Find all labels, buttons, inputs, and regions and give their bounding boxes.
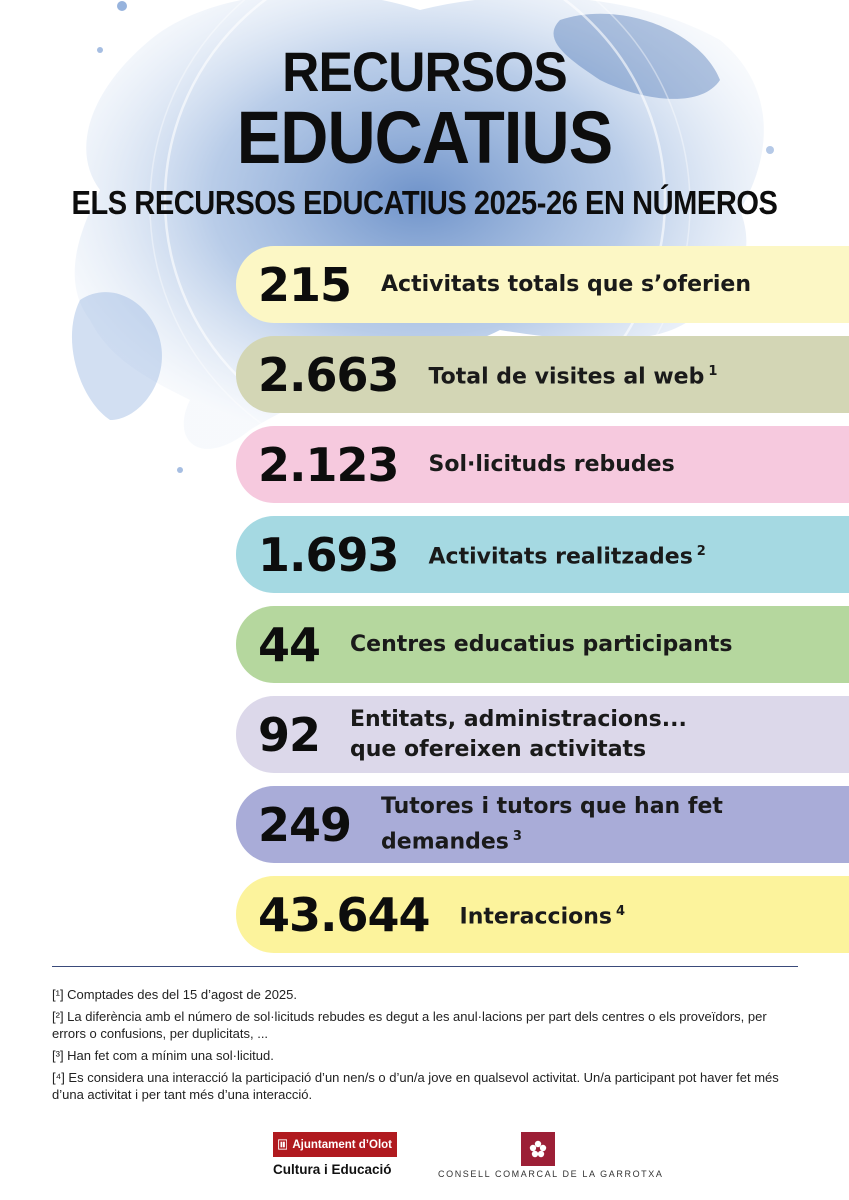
stat-number: 249 <box>258 797 352 852</box>
stat-label-line: Centres educatius participants <box>350 631 733 657</box>
footnote-4: [⁴] Es considera una interacció la parti… <box>52 1070 779 1102</box>
stat-bar: 44 Centres educatius participants <box>236 606 849 683</box>
olot-logo-box: Ajuntament d’Olot <box>273 1132 397 1157</box>
title-line-2: EDUCATIUS <box>236 96 613 179</box>
footnote-1: [¹] Comptades des del 15 d’agost de 2025… <box>52 987 297 1002</box>
subtitle: ELS RECURSOS EDUCATIUS 2025-26 EN NÚMERO… <box>71 184 778 221</box>
footnote-ref: 1 <box>708 363 718 379</box>
stat-label: Activitats totals que s’oferien <box>381 270 751 300</box>
stat-label: Sol·licituds rebudes <box>429 450 675 480</box>
title-line-1: RECURSOS <box>282 40 568 103</box>
flower-icon <box>529 1140 547 1158</box>
stat-bar: 43.644 Interaccions 4 <box>236 876 849 953</box>
stat-label: Tutores i tutors que han fet demandes 3 <box>381 792 723 857</box>
footnote-ref: 2 <box>696 543 706 559</box>
stat-label-line: Sol·licituds rebudes <box>428 451 675 477</box>
footnote-2: [²] La diferència amb el número de sol·l… <box>52 1009 767 1041</box>
stat-number: 2.663 <box>258 347 400 402</box>
stat-label-line: demandes <box>381 829 509 855</box>
footnote-divider <box>52 966 798 967</box>
stat-number: 1.693 <box>258 527 400 582</box>
olot-name: Ajuntament d’Olot <box>292 1138 392 1151</box>
stat-label: Interaccions 4 <box>460 897 626 932</box>
stat-label: Total de visites al web 1 <box>429 357 718 392</box>
stat-number: 44 <box>258 617 321 672</box>
stat-bar: 2.663 Total de visites al web 1 <box>236 336 849 413</box>
stat-label: Activitats realitzades 2 <box>429 537 706 572</box>
stat-bar: 215 Activitats totals que s’oferien <box>236 246 849 323</box>
stat-number: 215 <box>258 257 352 312</box>
logo-consell-garrotxa: CONSELL COMARCAL DE LA GARROTXA <box>438 1132 664 1179</box>
stat-label-line: Activitats realitzades <box>428 544 693 570</box>
crest-icon <box>278 1139 288 1150</box>
footnote-ref: 3 <box>512 828 522 844</box>
stat-bar: 2.123 Sol·licituds rebudes <box>236 426 849 503</box>
stat-number: 2.123 <box>258 437 400 492</box>
garrotxa-name: CONSELL COMARCAL DE LA GARROTXA <box>438 1169 664 1179</box>
footnote-ref: 4 <box>616 903 626 919</box>
logo-ajuntament-olot: Ajuntament d’Olot Cultura i Educació <box>273 1132 397 1177</box>
stat-bar: 1.693 Activitats realitzades 2 <box>236 516 849 593</box>
stat-label-line: Tutores i tutors que han fet <box>381 793 723 819</box>
footnotes: [¹] Comptades des del 15 d’agost de 2025… <box>52 986 792 1108</box>
stat-label: Centres educatius participants <box>350 630 732 660</box>
stat-bar: 249 Tutores i tutors que han fet demandes 3 <box>236 786 849 863</box>
stat-number: 92 <box>258 707 321 762</box>
stat-bar: 92 Entitats, administracions... que oferei… <box>236 696 849 773</box>
stat-label-line: Entitats, administracions... <box>350 706 687 732</box>
stat-number: 43.644 <box>258 887 431 942</box>
stat-label-line: Activitats totals que s’oferien <box>381 271 751 297</box>
olot-department: Cultura i Educació <box>273 1162 392 1177</box>
footnote-3: [³] Han fet com a mínim una sol·licitud. <box>52 1048 274 1063</box>
garrotxa-logo-box <box>521 1132 555 1166</box>
stat-label-line: Total de visites al web <box>428 364 705 390</box>
stat-label-line: que ofereixen activitats <box>350 736 647 762</box>
stat-label-line: Interaccions <box>459 904 612 930</box>
stat-label: Entitats, administracions... que ofereixe… <box>350 705 687 765</box>
